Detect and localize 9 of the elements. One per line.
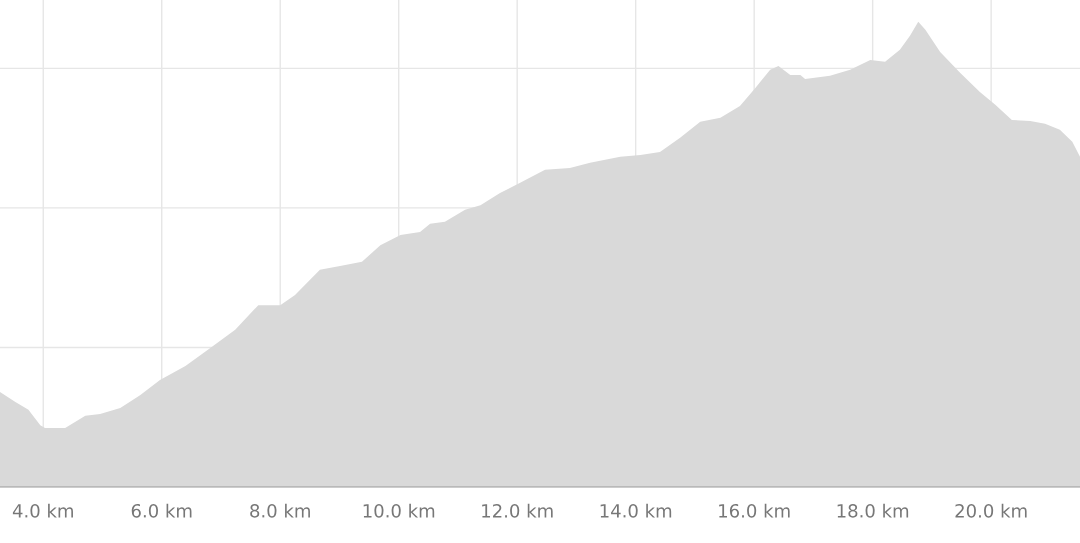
x-tick-label: 8.0 km <box>250 503 310 518</box>
x-tick-label: 14.0 km <box>600 503 672 518</box>
x-tick-label: 12.0 km <box>482 503 553 518</box>
x-tick-label: 16.0 km <box>719 503 790 518</box>
x-tick-label: 20.0 km <box>955 503 1027 518</box>
x-tick-label: 18.0 km <box>837 503 909 518</box>
x-tick-label: 10.0 km <box>363 503 435 518</box>
x-tick-label: 6.0 km <box>131 503 192 518</box>
x-tick-label: 4.0 km <box>12 503 73 518</box>
